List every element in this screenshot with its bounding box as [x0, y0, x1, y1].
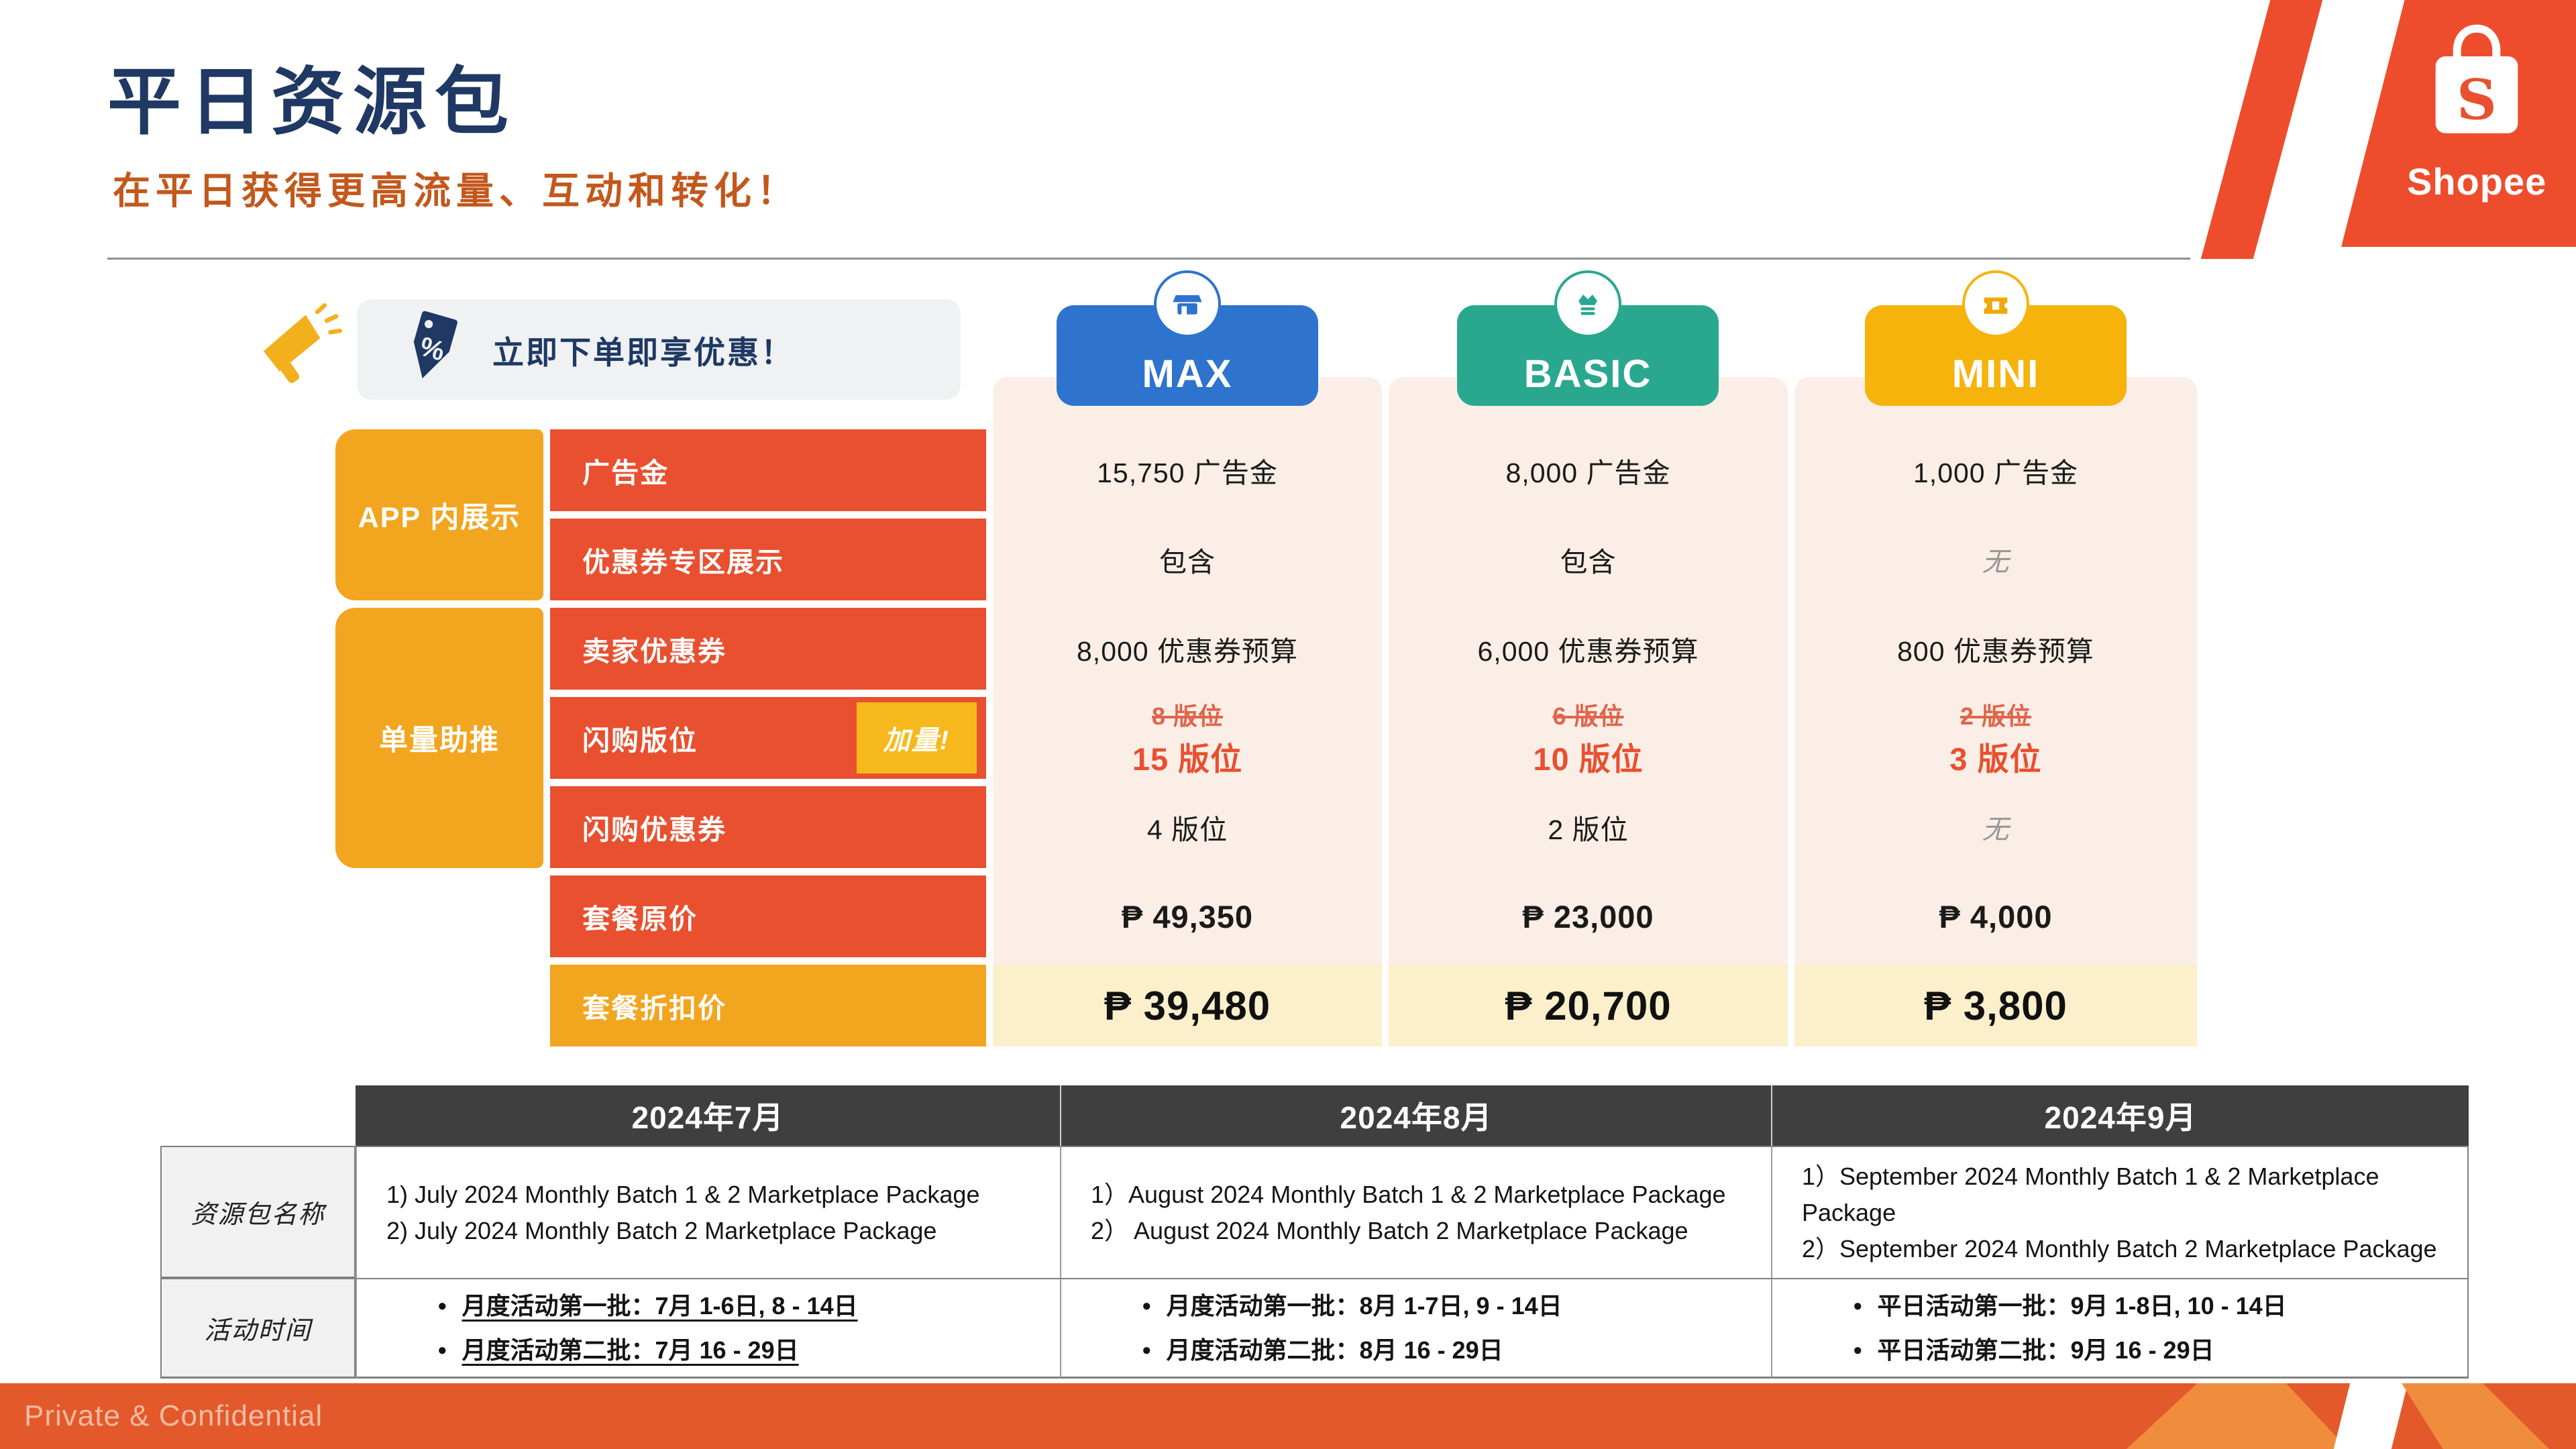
cell-ads-credit-max: 15,750 广告金 [1097, 458, 1278, 488]
page-title: 平日资源包 [107, 58, 517, 145]
schedule-time-line: 月度活动第二批：7月 16 - 29日 [437, 1332, 1049, 1368]
package-name-mini: MINI [1951, 352, 2040, 396]
row-label-flash-voucher: 闪购优惠券 [550, 786, 986, 868]
schedule-table: 2024年7月 2024年8月 2024年9月 资源包名称 1) July 20… [160, 1085, 2469, 1379]
cell-discount-price-mini: ₱ 3,800 [1924, 983, 2068, 1028]
shopee-bag-icon: S [2435, 24, 2518, 133]
schedule-package-line: 2） August 2024 Monthly Batch 2 Marketpla… [1091, 1216, 1688, 1244]
cell-flash-voucher-max: 4 版位 [1146, 814, 1228, 845]
package-column-bg-basic [1389, 377, 1788, 1046]
promo-banner-text: 立即下单即享优惠！ [492, 334, 794, 370]
cell-seller-voucher-basic: 6,000 优惠券预算 [1477, 636, 1699, 667]
package-header-max: MAX [1057, 270, 1318, 406]
schedule-header-september: 2024年9月 [1771, 1085, 2469, 1146]
cell-voucher-zone-basic: 包含 [1560, 547, 1617, 578]
flash-slots-new-max: 15 版位 [1132, 741, 1243, 777]
page-subtitle: 在平日获得更高流量、互动和转化！ [113, 169, 800, 213]
section-app-display: APP 内展示 [335, 429, 543, 600]
schedule-time-line: 月度活动第二批：8月 16 - 29日 [1142, 1332, 1760, 1368]
package-header-mini: MINI [1865, 270, 2127, 406]
package-name-max: MAX [1142, 352, 1233, 396]
schedule-row-label-times: 活动时间 [160, 1278, 356, 1379]
cell-flash-slots-basic: 6 版位 10 版位 [1389, 697, 1788, 779]
flash-slots-old-basic: 6 版位 [1552, 702, 1624, 730]
package-header-basic: BASIC [1457, 270, 1719, 406]
cell-flash-voucher-basic: 2 版位 [1548, 814, 1629, 845]
discount-row-bg-mini [1794, 965, 2197, 1046]
row-label-ads-credit: 广告金 [550, 429, 986, 511]
megaphone-icon [263, 303, 342, 383]
cell-seller-voucher-mini: 800 优惠券预算 [1897, 636, 2094, 667]
cell-original-price-mini: ₱ 4,000 [1939, 898, 2053, 934]
cell-voucher-zone-max: 包含 [1159, 547, 1216, 578]
package-name-basic: BASIC [1523, 352, 1652, 396]
promo-banner: % 立即下单即享优惠！ [357, 299, 961, 400]
schedule-times-august: 月度活动第一批：8月 1-7日, 9 - 14日 月度活动第二批：8月 16 -… [1060, 1278, 1771, 1379]
row-label-flash-slots: 闪购版位 加量! [550, 697, 986, 779]
discount-row-bg-basic [1389, 965, 1788, 1046]
logo-stripe [2200, 0, 2325, 259]
row-label-seller-voucher: 卖家优惠券 [550, 608, 986, 690]
cell-seller-voucher-max: 8,000 优惠券预算 [1077, 636, 1298, 667]
schedule-package-line: 1) July 2024 Monthly Batch 1 & 2 Marketp… [386, 1180, 980, 1208]
schedule-time-line: 月度活动第一批：7月 1-6日, 8 - 14日 [437, 1288, 1049, 1324]
schedule-packages-july: 1) July 2024 Monthly Batch 1 & 2 Marketp… [356, 1146, 1060, 1278]
schedule-package-line: 1）August 2024 Monthly Batch 1 & 2 Market… [1091, 1180, 1726, 1208]
footer-deco-left [2127, 1383, 2348, 1449]
schedule-corner [160, 1085, 356, 1146]
flash-slots-old-max: 8 版位 [1151, 702, 1224, 730]
footer-deco-right [2402, 1383, 2549, 1449]
cell-original-price-basic: ₱ 23,000 [1522, 898, 1654, 934]
cell-ads-credit-mini: 1,000 广告金 [1913, 458, 2078, 488]
cell-flash-slots-mini: 2 版位 3 版位 [1794, 697, 2197, 779]
schedule-package-line: 1）September 2024 Monthly Batch 1 & 2 Mar… [1802, 1162, 2379, 1226]
schedule-row-label-packages: 资源包名称 [160, 1146, 356, 1278]
row-label-flash-slots-text: 闪购版位 [582, 725, 698, 756]
schedule-times-september: 平日活动第一批：9月 1-8日, 10 - 14日 平日活动第二批：9月 16 … [1771, 1278, 2469, 1379]
cell-voucher-zone-mini: 无 [1982, 547, 2010, 578]
package-column-bg-max [993, 377, 1382, 1046]
flash-slots-old-mini: 2 版位 [1960, 702, 2032, 730]
confidential-label: Private & Confidential [24, 1399, 323, 1432]
schedule-time-line: 平日活动第二批：9月 16 - 29日 [1853, 1332, 2457, 1368]
shopee-wordmark: Shopee [2407, 160, 2547, 203]
title-divider [107, 258, 2190, 260]
shopee-logo: S Shopee [2200, 0, 2576, 265]
max-badge-icon [1154, 270, 1221, 337]
cell-discount-price-basic: ₱ 20,700 [1505, 983, 1672, 1028]
schedule-time-line: 月度活动第一批：8月 1-7日, 9 - 14日 [1142, 1288, 1760, 1324]
cell-flash-slots-max: 8 版位 15 版位 [993, 697, 1382, 779]
schedule-header-july: 2024年7月 [356, 1085, 1060, 1146]
schedule-package-line: 2）September 2024 Monthly Batch 2 Marketp… [1802, 1234, 2437, 1263]
discount-tag-icon: % [413, 311, 458, 379]
schedule-header-august: 2024年8月 [1060, 1085, 1771, 1146]
flash-slots-new-basic: 10 版位 [1533, 741, 1644, 777]
basic-badge-icon [1554, 270, 1621, 337]
svg-text:S: S [2457, 67, 2497, 132]
package-column-bg-mini [1794, 377, 2197, 1046]
flash-slots-new-mini: 3 版位 [1949, 741, 2042, 777]
footer-deco-stripe [2330, 1383, 2410, 1449]
schedule-packages-september: 1）September 2024 Monthly Batch 1 & 2 Mar… [1771, 1146, 2469, 1278]
mini-badge-icon [1962, 270, 2029, 337]
discount-row-bg-max [993, 965, 1382, 1046]
footer-bar: Private & Confidential [0, 1383, 2576, 1449]
cell-original-price-max: ₱ 49,350 [1121, 898, 1254, 934]
schedule-times-july: 月度活动第一批：7月 1-6日, 8 - 14日 月度活动第二批：7月 16 -… [356, 1278, 1060, 1379]
pricing-table: APP 内展示 单量助推 广告金 优惠券专区展示 卖家优惠券 闪购版位 加量! … [335, 429, 2197, 1046]
cell-flash-voucher-mini: 无 [1982, 814, 2010, 845]
row-label-discount-price: 套餐折扣价 [550, 965, 986, 1046]
row-label-voucher-zone: 优惠券专区展示 [550, 519, 986, 600]
section-order-boost: 单量助推 [335, 608, 543, 868]
schedule-time-line: 平日活动第一批：9月 1-8日, 10 - 14日 [1853, 1288, 2457, 1324]
schedule-packages-august: 1）August 2024 Monthly Batch 1 & 2 Market… [1060, 1146, 1771, 1278]
boost-badge: 加量! [856, 702, 977, 773]
schedule-package-line: 2) July 2024 Monthly Batch 2 Marketplace… [386, 1216, 937, 1244]
row-label-original-price: 套餐原价 [550, 875, 986, 957]
cell-discount-price-max: ₱ 39,480 [1104, 983, 1271, 1028]
cell-ads-credit-basic: 8,000 广告金 [1505, 458, 1671, 488]
